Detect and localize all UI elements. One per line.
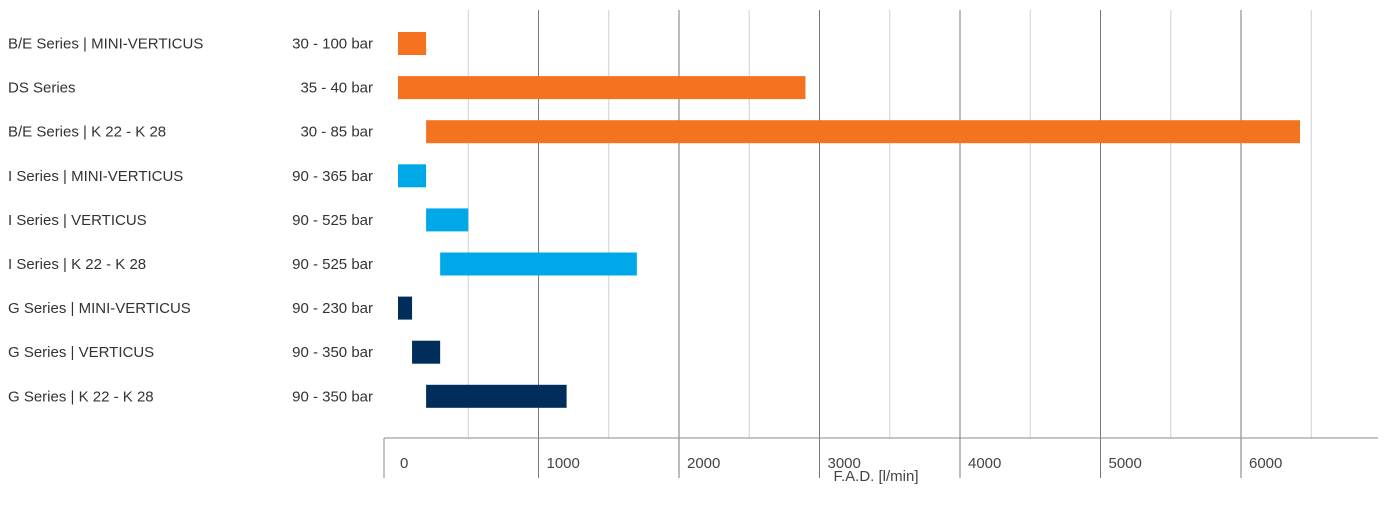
x-tick-label: 5000 bbox=[1109, 455, 1142, 472]
category-labels: B/E Series | MINI-VERTICUS DS Series B/E S… bbox=[8, 36, 203, 406]
bar bbox=[426, 384, 567, 408]
x-tick-label: 1000 bbox=[547, 455, 580, 472]
category-label: G Series | MINI-VERTICUS bbox=[8, 300, 191, 317]
x-tick-label: 0 bbox=[400, 455, 408, 472]
x-tick-label: 4000 bbox=[968, 455, 1001, 472]
category-label: G Series | K 22 - K 28 bbox=[8, 388, 154, 405]
bar bbox=[398, 164, 427, 188]
pressure-range-labels: 30 - 100 bar 35 - 40 bar 30 - 85 bar 90 - 3… bbox=[292, 36, 373, 406]
pressure-range-label: 90 - 350 bar bbox=[292, 344, 373, 361]
pressure-range-label: 90 - 350 bar bbox=[292, 388, 373, 405]
x-tick-label: 2000 bbox=[687, 455, 720, 472]
pressure-range-label: 30 - 85 bar bbox=[300, 124, 373, 141]
category-label: B/E Series | MINI-VERTICUS bbox=[8, 36, 203, 53]
pressure-range-label: 35 - 40 bar bbox=[300, 80, 373, 97]
bar bbox=[398, 32, 427, 55]
category-label: G Series | VERTICUS bbox=[8, 344, 154, 361]
bar bbox=[426, 208, 469, 232]
bar bbox=[440, 252, 637, 276]
x-tick-label: 6000 bbox=[1249, 455, 1282, 472]
x-axis bbox=[383, 437, 1378, 478]
pressure-range-label: 90 - 365 bar bbox=[292, 168, 373, 185]
pressure-range-label: 90 - 230 bar bbox=[292, 300, 373, 317]
category-label: I Series | VERTICUS bbox=[8, 212, 147, 229]
category-label: I Series | K 22 - K 28 bbox=[8, 256, 146, 273]
bar bbox=[412, 340, 441, 364]
bar bbox=[398, 296, 413, 320]
bar bbox=[426, 120, 1301, 144]
bars bbox=[398, 32, 1301, 408]
pressure-range-label: 90 - 525 bar bbox=[292, 212, 373, 229]
category-label: I Series | MINI-VERTICUS bbox=[8, 168, 183, 185]
pressure-range-label: 90 - 525 bar bbox=[292, 256, 373, 273]
pressure-range-label: 30 - 100 bar bbox=[292, 36, 373, 53]
x-axis-title: F.A.D. [l/min] bbox=[833, 468, 918, 485]
x-axis-ticks: 0 1000 2000 3000 4000 5000 6000 bbox=[400, 455, 1282, 472]
bar bbox=[398, 76, 806, 100]
category-label: B/E Series | K 22 - K 28 bbox=[8, 124, 166, 141]
x-tick-label: 3000 bbox=[828, 455, 861, 472]
category-label: DS Series bbox=[8, 80, 76, 97]
